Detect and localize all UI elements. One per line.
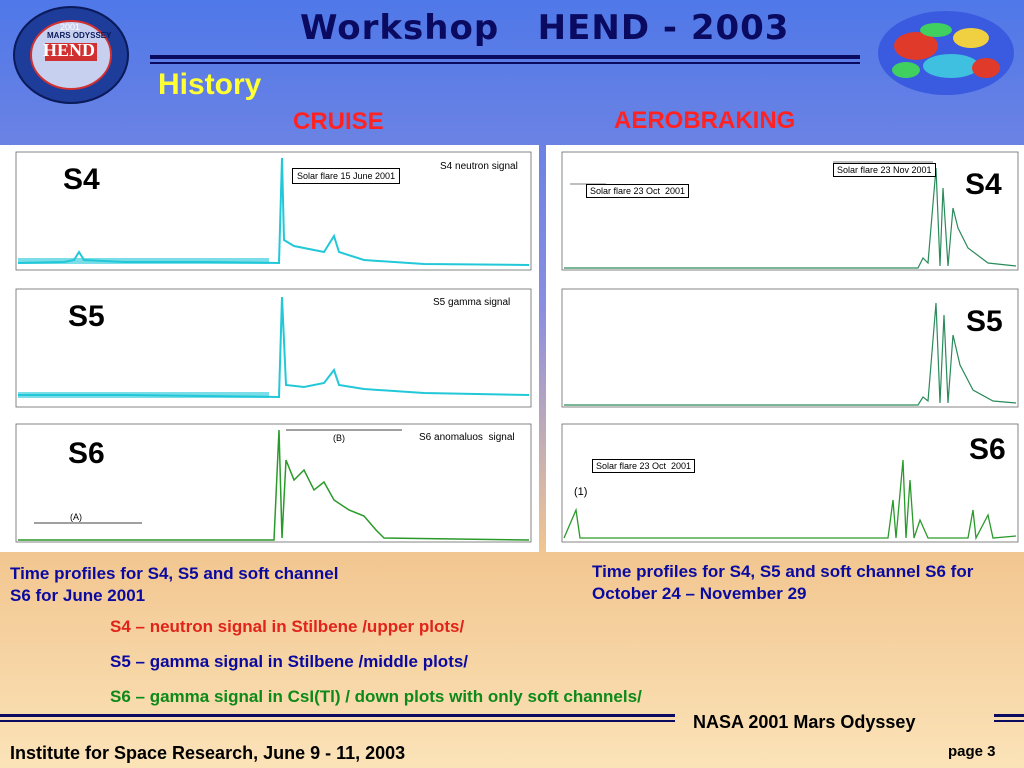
aerobraking-s6-plot xyxy=(548,420,1022,550)
hend-logo-icon xyxy=(12,5,130,105)
aerobraking-s5-plot xyxy=(548,285,1022,415)
mission-name: NASA 2001 Mars Odyssey xyxy=(693,712,916,732)
note-s5: S5 – gamma signal in Stilbene /middle pl… xyxy=(110,652,469,671)
aerobraking-s4-flare-oct: Solar flare 23 Oct 2001 xyxy=(586,184,690,198)
title-rule-bottom xyxy=(150,62,860,64)
cruise-heading: CRUISE xyxy=(293,108,384,135)
cruise-s5-label: S5 xyxy=(68,300,105,333)
footer-rule-right-2 xyxy=(994,720,1024,722)
note-s4: S4 – neutron signal in Stilbene /upper p… xyxy=(110,617,465,636)
aerobraking-s6-flare-annotation: Solar flare 23 Oct 2001 xyxy=(592,459,696,473)
page-number: page 3 xyxy=(948,743,996,760)
cruise-s6-label: S6 xyxy=(68,437,105,470)
footer-rule-left-2 xyxy=(0,720,675,722)
aerobraking-s6-label: S6 xyxy=(969,433,1006,466)
aerobraking-s4-label: S4 xyxy=(965,168,1002,201)
footer-rule-left-1 xyxy=(0,714,675,717)
aerobraking-s5-label: S5 xyxy=(966,305,1003,338)
cruise-s5-signal-label: S5 gamma signal xyxy=(433,297,511,308)
aerobraking-s4-plot xyxy=(548,148,1022,278)
title-rule-top xyxy=(150,55,860,59)
cruise-s6-signal-label: S6 anomaluos signal xyxy=(419,432,515,443)
aerobraking-caption: Time profiles for S4, S5 and soft channe… xyxy=(592,562,974,603)
history-heading: History xyxy=(158,68,262,101)
logo-mission: MARS ODYSSEY xyxy=(47,31,112,40)
aerobraking-s6-annotation-1: (1) xyxy=(574,486,588,498)
cruise-s6-plot xyxy=(4,420,536,550)
logo-name: HEND xyxy=(43,40,96,60)
cruise-s4-signal-label: S4 neutron signal xyxy=(440,161,518,172)
logo-year: 2001 xyxy=(60,22,81,32)
institute-footer: Institute for Space Research, June 9 - 1… xyxy=(10,743,406,763)
cruise-s5-plot xyxy=(4,285,536,415)
cruise-s4-flare-annotation: Solar flare 15 June 2001 xyxy=(292,168,401,184)
cruise-s6-annotation-a: (A) xyxy=(70,512,82,522)
cruise-s4-label: S4 xyxy=(63,163,100,196)
cruise-s6-annotation-b: (B) xyxy=(333,433,345,443)
cruise-caption: Time profiles for S4, S5 and soft channe… xyxy=(10,564,339,605)
mars-map-icon xyxy=(876,8,1016,98)
aerobraking-s4-flare-nov: Solar flare 23 Nov 2001 xyxy=(833,163,936,177)
note-s6: S6 – gamma signal in CsI(Tl) / down plot… xyxy=(110,687,642,706)
footer-rule-right-1 xyxy=(994,714,1024,717)
aerobraking-heading: AEROBRAKING xyxy=(614,107,796,134)
page-title: Workshop HEND - 2003 xyxy=(300,8,790,48)
cruise-s4-plot xyxy=(4,148,536,278)
